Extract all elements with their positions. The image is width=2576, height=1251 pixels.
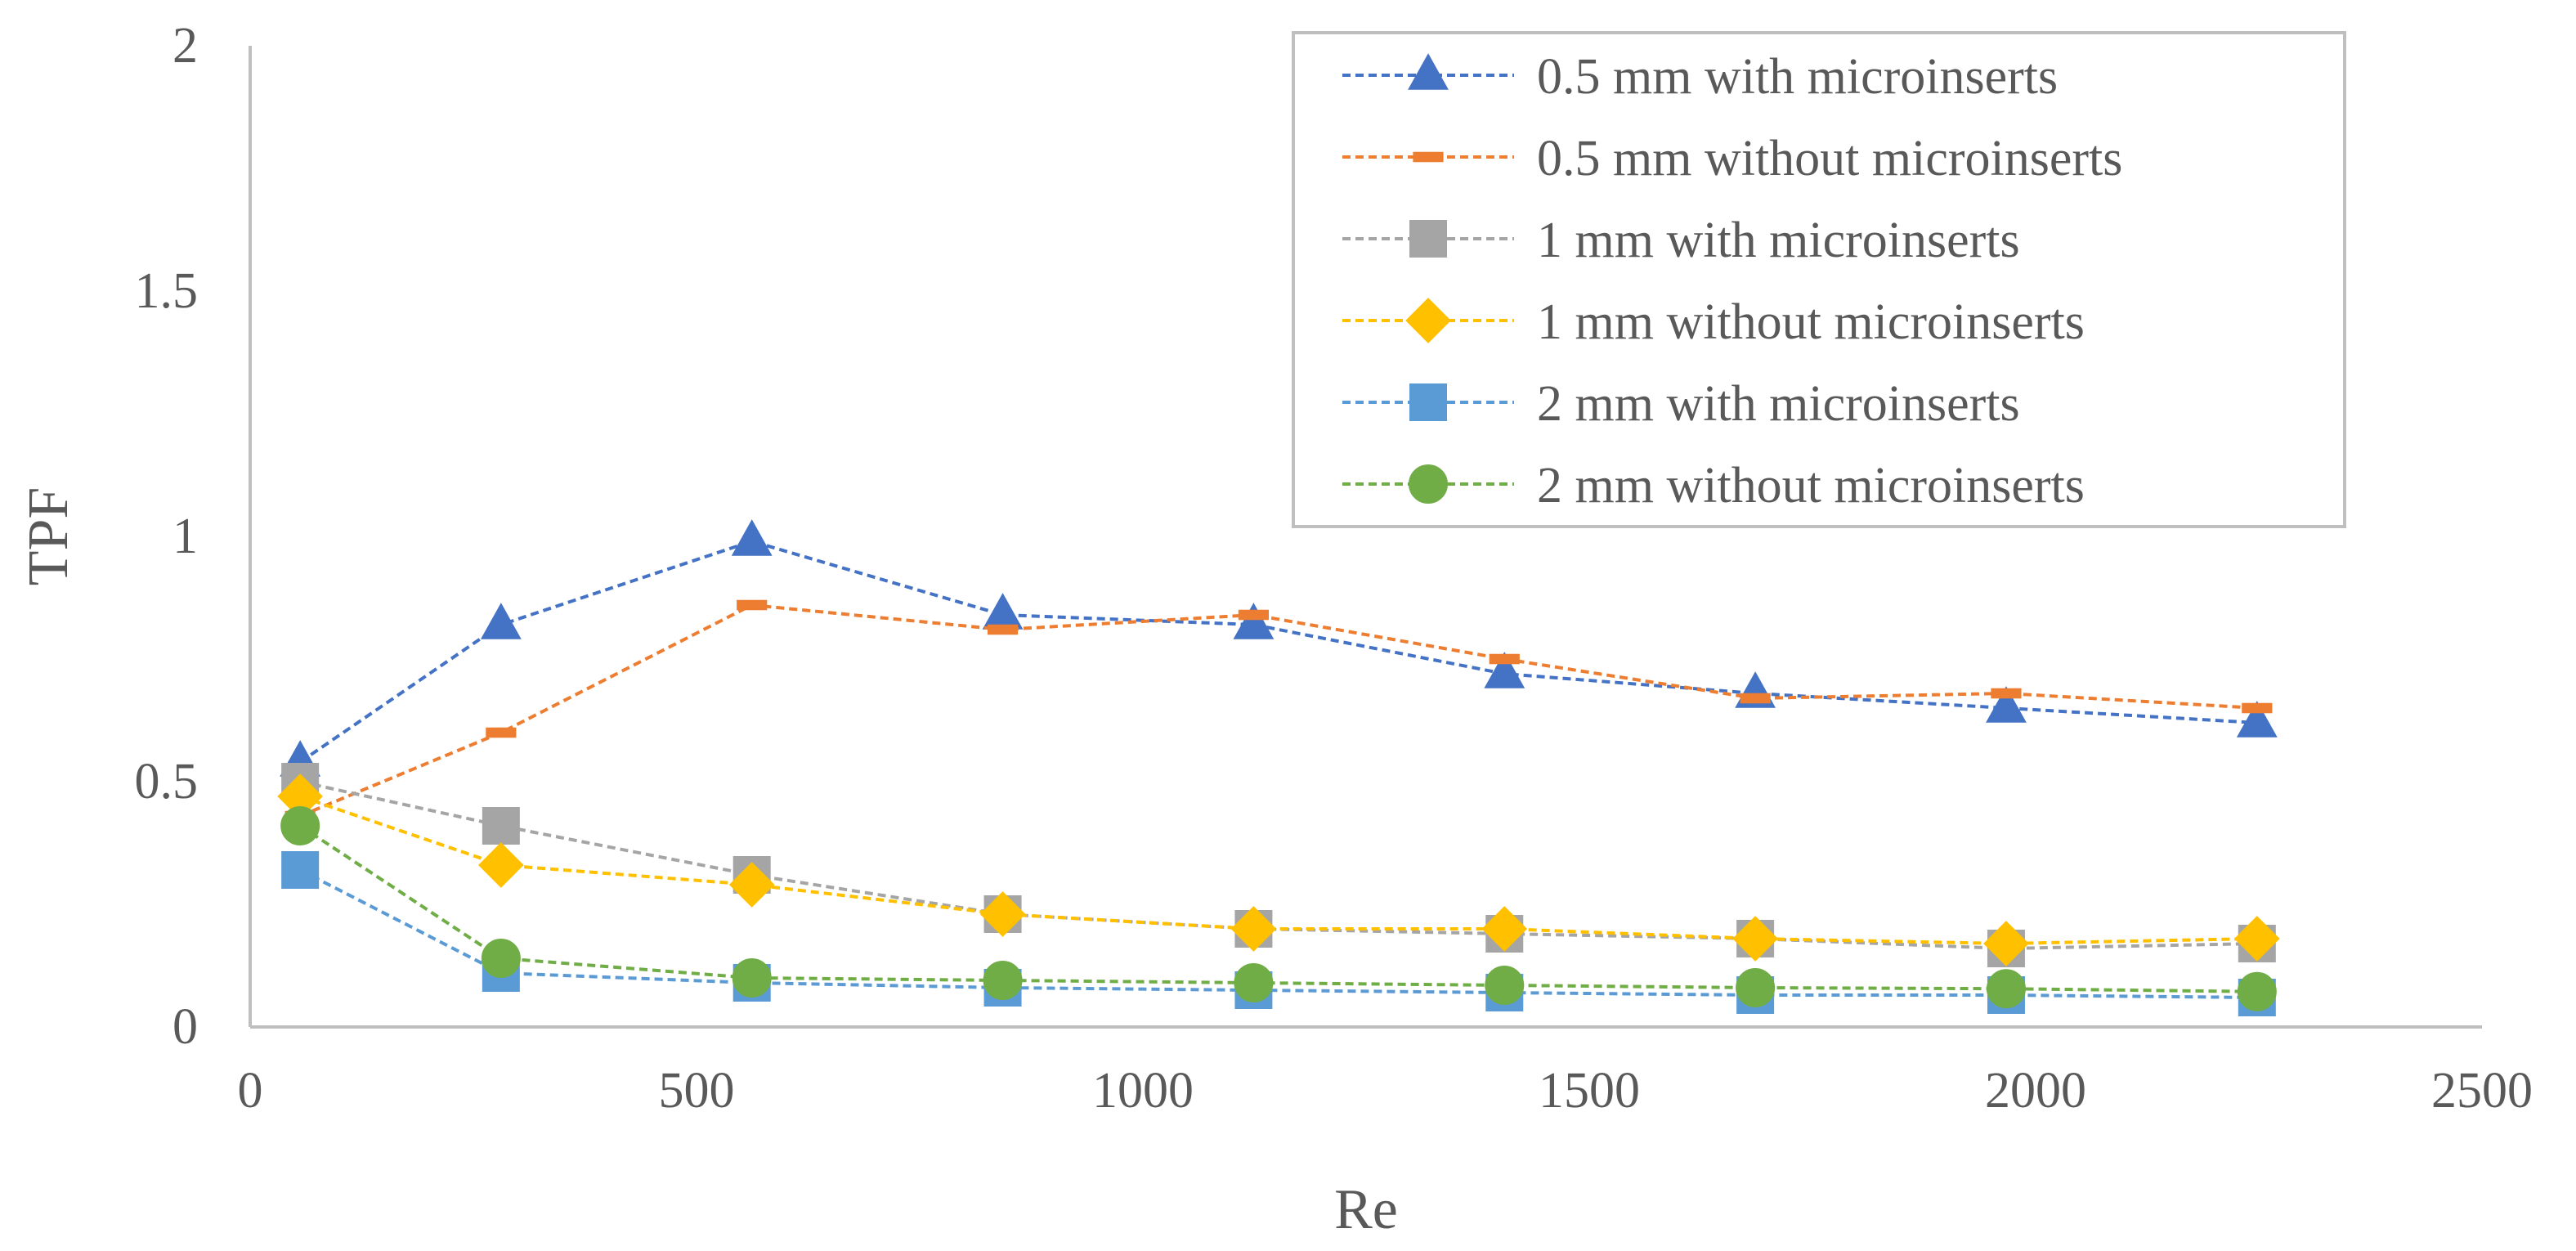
legend-marker-1-mm-without-microinserts	[1405, 298, 1451, 343]
legend-marker-0-5-mm-without-microinserts	[1413, 151, 1444, 163]
x-tick-label: 2500	[2431, 1063, 2533, 1119]
data-point-2-mm-without-microinserts	[983, 961, 1023, 1000]
data-point-0-5-mm-without-microinserts	[1489, 653, 1520, 665]
legend-box	[1292, 31, 2346, 528]
data-point-0-5-mm-with-microinserts	[1484, 652, 1525, 688]
data-point-1-mm-without-microinserts	[1230, 906, 1277, 952]
data-point-0-5-mm-without-microinserts	[2242, 702, 2273, 714]
data-point-1-mm-with-microinserts	[482, 807, 520, 845]
data-point-2-mm-without-microinserts	[481, 939, 521, 978]
legend-label-1-mm-without-microinserts: 1 mm without microinserts	[1537, 294, 2085, 350]
data-point-0-5-mm-without-microinserts	[1991, 688, 2022, 699]
x-axis-title: Re	[1334, 1178, 1398, 1241]
data-point-1-mm-without-microinserts	[478, 842, 524, 888]
data-point-1-mm-without-microinserts	[2234, 916, 2280, 962]
legend-label-1-mm-with-microinserts: 1 mm with microinserts	[1537, 213, 2020, 268]
data-point-2-mm-without-microinserts	[1736, 968, 1776, 1007]
data-point-2-mm-without-microinserts	[732, 958, 772, 998]
data-point-0-5-mm-with-microinserts	[731, 519, 773, 556]
legend: 0.5 mm with microinserts 0.5 mm without m…	[1292, 31, 2346, 528]
data-point-2-mm-without-microinserts	[1986, 969, 2026, 1009]
data-point-1-mm-without-microinserts	[979, 891, 1026, 937]
y-axis-title: TPF	[17, 487, 80, 586]
data-point-1-mm-without-microinserts	[1983, 921, 2029, 966]
series-0-5-mm-with-microinserts	[280, 519, 2278, 777]
legend-label-2-mm-without-microinserts: 2 mm without microinserts	[1537, 458, 2085, 513]
x-tick-label: 1000	[1092, 1063, 1194, 1119]
data-point-2-mm-without-microinserts	[280, 806, 320, 845]
legend-marker-2-mm-with-microinserts	[1409, 383, 1447, 421]
legend-marker-1-mm-with-microinserts	[1409, 220, 1447, 258]
data-point-2-mm-without-microinserts	[2237, 971, 2277, 1011]
x-tick-label: 0	[238, 1063, 263, 1119]
data-point-0-5-mm-with-microinserts	[1233, 603, 1275, 639]
data-point-0-5-mm-without-microinserts	[737, 599, 768, 611]
series-1-mm-without-microinserts	[277, 773, 2280, 966]
y-tick-label: 2	[172, 18, 198, 74]
data-point-0-5-mm-with-microinserts	[1986, 686, 2027, 723]
series-line-2-mm-without-microinserts	[299, 824, 2257, 993]
x-tick-label: 500	[659, 1063, 735, 1119]
y-tick-label: 0.5	[135, 754, 199, 809]
legend-label-2-mm-with-microinserts: 2 mm with microinserts	[1537, 376, 2020, 432]
data-point-1-mm-without-microinserts	[728, 862, 775, 908]
data-point-1-mm-without-microinserts	[1732, 916, 1778, 962]
series-2-mm-without-microinserts	[280, 806, 2277, 1011]
data-point-2-mm-without-microinserts	[1485, 966, 1525, 1005]
legend-marker-2-mm-without-microinserts	[1409, 464, 1448, 504]
series-line-0-5-mm-with-microinserts	[299, 539, 2257, 764]
data-point-0-5-mm-without-microinserts	[1238, 609, 1270, 621]
data-point-0-5-mm-with-microinserts	[480, 603, 522, 639]
data-point-0-5-mm-without-microinserts	[1740, 693, 1771, 704]
series-line-1-mm-with-microinserts	[299, 780, 2257, 951]
data-point-0-5-mm-with-microinserts	[2236, 701, 2278, 738]
series-layer	[277, 519, 2280, 1016]
series-0-5-mm-without-microinserts	[284, 599, 2273, 822]
series-line-1-mm-without-microinserts	[299, 795, 2257, 946]
data-point-0-5-mm-without-microinserts	[987, 624, 1019, 635]
legend-label-0-5-mm-without-microinserts: 0.5 mm without microinserts	[1537, 131, 2122, 186]
data-point-2-mm-without-microinserts	[1234, 963, 1274, 1002]
data-point-2-mm-with-microinserts	[281, 851, 320, 889]
y-tick-label: 1	[172, 509, 198, 564]
y-tick-label: 0	[172, 999, 198, 1055]
y-tick-label: 1.5	[135, 263, 199, 319]
x-tick-label: 2000	[1985, 1063, 2086, 1119]
data-point-1-mm-without-microinserts	[1481, 906, 1528, 952]
legend-marker-0-5-mm-with-microinserts	[1408, 53, 1449, 90]
data-point-0-5-mm-without-microinserts	[486, 727, 517, 738]
legend-label-0-5-mm-with-microinserts: 0.5 mm with microinserts	[1537, 49, 2058, 105]
axes: 0 500 1000 1500 2000 2500 0 0.5 1 1.5 2 Re TPF	[17, 18, 2533, 1241]
x-tick-label: 1500	[1539, 1063, 1640, 1119]
